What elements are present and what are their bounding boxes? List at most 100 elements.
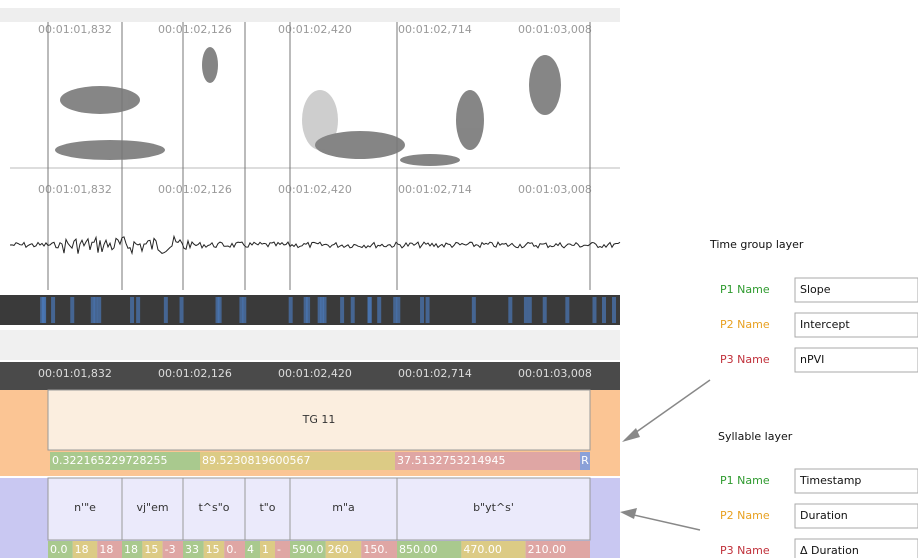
value-cell xyxy=(203,541,225,558)
energy-block xyxy=(303,297,308,323)
syllable-value: 15 xyxy=(144,543,158,556)
energy-block xyxy=(367,297,372,323)
syllable-value: -3 xyxy=(165,543,176,556)
energy-block xyxy=(51,297,56,323)
field-input[interactable] xyxy=(794,312,918,338)
energy-block xyxy=(70,297,75,323)
field-input[interactable] xyxy=(794,277,918,303)
field-name: P3 Name xyxy=(720,544,770,557)
energy-block xyxy=(508,297,513,323)
syllable-value: 150. xyxy=(363,543,388,556)
time-group-label: TG 11 xyxy=(302,413,336,426)
energy-block xyxy=(130,297,135,323)
energy-block xyxy=(288,297,293,323)
energy-block xyxy=(425,297,430,323)
blank-strip xyxy=(0,330,620,360)
spectrogram xyxy=(55,47,561,166)
energy-block xyxy=(612,297,617,323)
syllable-value: 470.00 xyxy=(463,543,502,556)
value-cell xyxy=(275,541,290,558)
panel-title: Time group layer xyxy=(709,238,804,251)
energy-block xyxy=(93,297,98,323)
value-cell xyxy=(260,541,275,558)
flag-cell xyxy=(580,452,590,470)
syllable-value: 15 xyxy=(206,543,220,556)
value-cell xyxy=(162,541,183,558)
timestamp: 00:01:02,714 xyxy=(398,367,472,380)
ruler xyxy=(0,8,620,22)
energy-block xyxy=(542,297,547,323)
panel-title: Syllable layer xyxy=(718,430,793,443)
time-group-value: 0.322165229728255 xyxy=(52,454,167,467)
energy-block xyxy=(163,297,168,323)
value-cell xyxy=(48,541,73,558)
syllable-value: 210.00 xyxy=(528,543,567,556)
value-cell xyxy=(397,541,462,558)
value-cell xyxy=(142,541,163,558)
syllable-cell xyxy=(396,477,591,541)
field-input[interactable] xyxy=(794,503,918,529)
value-cell xyxy=(325,541,362,558)
syllable-label: n'"e xyxy=(74,501,96,514)
time-group-cell xyxy=(47,389,591,451)
syllable-value: 260. xyxy=(328,543,353,556)
energy-block xyxy=(179,297,184,323)
syllable-label: b"yt^s' xyxy=(473,501,514,514)
time-group-value: 89.5230819600567 xyxy=(202,454,310,467)
value-cell xyxy=(200,452,395,470)
field-value: Timestamp xyxy=(799,474,861,487)
energy-block xyxy=(136,297,141,323)
syllable-label: t"o xyxy=(259,501,275,514)
syllable-label: t^s"o xyxy=(198,501,229,514)
energy-block xyxy=(396,297,401,323)
syllable-value: 18 xyxy=(75,543,89,556)
waveform-line xyxy=(9,234,621,256)
syllable-value: 1 xyxy=(262,543,269,556)
energy-block xyxy=(565,297,570,323)
value-cell xyxy=(361,541,397,558)
syllable-value: 0. xyxy=(226,543,237,556)
field-name: P3 Name xyxy=(720,353,770,366)
syllable-value: 590.0 xyxy=(292,543,324,556)
energy-block xyxy=(41,297,46,323)
syllable-value: 850.00 xyxy=(399,543,438,556)
syllable-cell xyxy=(244,477,291,541)
field-value: nPVI xyxy=(800,353,824,366)
energy-block xyxy=(90,297,95,323)
energy-block xyxy=(393,297,398,323)
syllable-cell xyxy=(121,477,184,541)
syllable-label: m"a xyxy=(332,501,355,514)
value-cell xyxy=(97,541,122,558)
arrow xyxy=(624,512,701,531)
arrow-head xyxy=(620,508,637,519)
field-input[interactable] xyxy=(794,468,918,494)
value-cell xyxy=(290,541,326,558)
timestamp: 00:01:01,832 xyxy=(38,23,112,36)
energy-block xyxy=(322,297,327,323)
timestamp: 00:01:02,126 xyxy=(158,23,232,36)
energy-block xyxy=(420,297,425,323)
energy-block xyxy=(317,297,322,323)
syllable-cell xyxy=(289,477,398,541)
timestamp: 00:01:03,008 xyxy=(518,183,592,196)
time-group-flag: R xyxy=(581,454,589,467)
energy-block xyxy=(471,297,476,323)
field-value: Intercept xyxy=(800,318,850,331)
syllable-cell xyxy=(47,477,123,541)
energy-block xyxy=(239,297,244,323)
timestamp: 00:01:02,126 xyxy=(158,367,232,380)
energy-block xyxy=(592,297,597,323)
arrow xyxy=(624,379,711,441)
field-input[interactable] xyxy=(794,347,918,373)
value-cell xyxy=(122,541,143,558)
value-cell xyxy=(395,452,580,470)
value-cell xyxy=(461,541,526,558)
field-input[interactable] xyxy=(794,538,918,558)
syllable-value: 18 xyxy=(99,543,113,556)
field-value: Slope xyxy=(800,283,831,296)
field-value: Δ Duration xyxy=(800,544,859,557)
syllable-value: - xyxy=(277,543,281,556)
energy-block xyxy=(340,297,345,323)
timestamp: 00:01:02,420 xyxy=(278,183,352,196)
